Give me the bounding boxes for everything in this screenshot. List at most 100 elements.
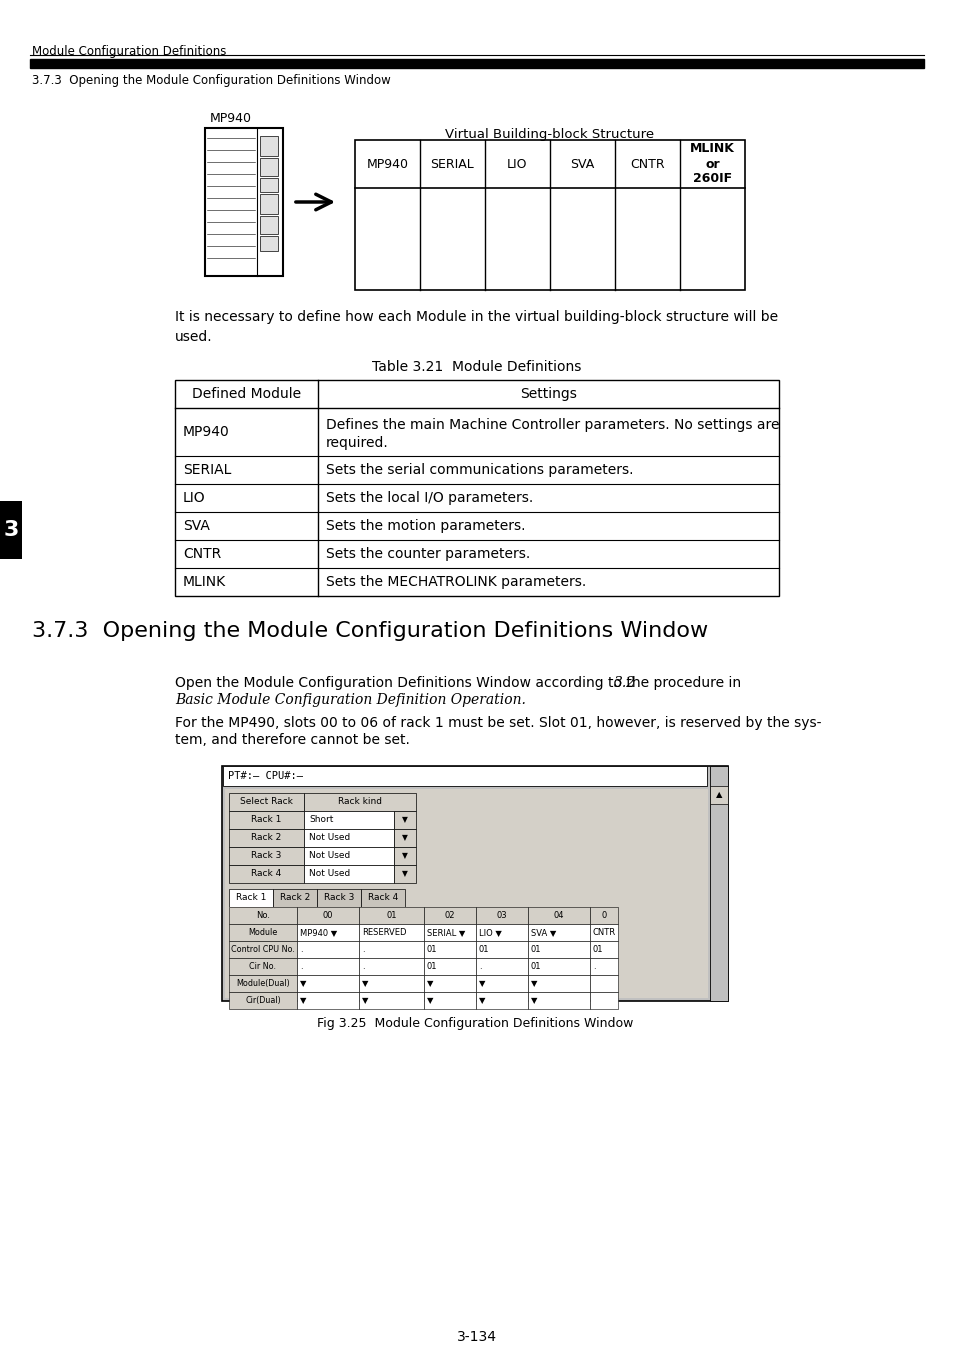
Text: Sets the MECHATROLINK parameters.: Sets the MECHATROLINK parameters.	[326, 576, 586, 589]
Bar	[527, 942, 589, 958]
Text: Table 3.21  Module Definitions: Table 3.21 Module Definitions	[372, 359, 581, 374]
Text: ▼: ▼	[401, 834, 408, 843]
Bar	[355, 141, 744, 290]
Bar	[229, 847, 304, 865]
Text: Rack 3: Rack 3	[251, 851, 281, 861]
Text: 01: 01	[531, 962, 541, 971]
Text: Cir No.: Cir No.	[250, 962, 276, 971]
Bar	[394, 811, 416, 830]
Bar	[304, 811, 394, 830]
Bar	[423, 992, 476, 1009]
Bar	[360, 889, 405, 907]
Text: Module Configuration Definitions: Module Configuration Definitions	[32, 45, 226, 58]
Text: MP940 ▼: MP940 ▼	[299, 928, 337, 938]
Bar	[222, 766, 727, 1001]
Text: CNTR: CNTR	[183, 547, 221, 561]
Text: Short: Short	[309, 816, 333, 824]
Text: Fig 3.25  Module Configuration Definitions Window: Fig 3.25 Module Configuration Definition…	[316, 1017, 633, 1029]
Text: 0: 0	[600, 911, 606, 920]
Text: Rack 1: Rack 1	[251, 816, 281, 824]
Text: 3-134: 3-134	[456, 1329, 497, 1344]
Text: Module: Module	[248, 928, 277, 938]
Text: 3.7.3  Opening the Module Configuration Definitions Window: 3.7.3 Opening the Module Configuration D…	[32, 74, 391, 86]
Text: SVA: SVA	[183, 519, 210, 534]
Text: 01: 01	[427, 944, 437, 954]
Bar	[709, 766, 727, 1001]
Text: Sets the serial communications parameters.: Sets the serial communications parameter…	[326, 463, 633, 477]
Bar	[260, 216, 277, 234]
Bar	[229, 924, 296, 942]
Bar	[229, 975, 296, 992]
Bar	[589, 992, 618, 1009]
Bar	[709, 786, 727, 804]
Bar	[358, 907, 423, 924]
Bar	[476, 924, 527, 942]
Bar	[476, 975, 527, 992]
Bar	[304, 847, 394, 865]
Bar	[304, 830, 394, 847]
Bar	[358, 958, 423, 975]
Bar	[304, 793, 416, 811]
Bar	[589, 907, 618, 924]
Text: SVA ▼: SVA ▼	[531, 928, 556, 938]
Text: SERIAL ▼: SERIAL ▼	[427, 928, 465, 938]
Bar	[589, 958, 618, 975]
Text: Control CPU No.: Control CPU No.	[231, 944, 294, 954]
Text: Rack kind: Rack kind	[337, 797, 381, 807]
Bar	[527, 907, 589, 924]
Bar	[476, 992, 527, 1009]
Bar	[527, 958, 589, 975]
Text: ▼: ▼	[401, 816, 408, 824]
Bar	[589, 924, 618, 942]
Bar	[260, 236, 277, 251]
Text: 01: 01	[427, 962, 437, 971]
Bar	[476, 958, 527, 975]
Text: 00: 00	[322, 911, 333, 920]
Text: RESERVED: RESERVED	[361, 928, 406, 938]
Bar	[394, 865, 416, 884]
Text: SERIAL: SERIAL	[430, 158, 474, 170]
Text: .: .	[478, 962, 481, 971]
Bar	[174, 380, 779, 596]
Text: ▼: ▼	[531, 996, 537, 1005]
Bar	[296, 975, 358, 992]
Text: ▼: ▼	[361, 996, 368, 1005]
Bar	[358, 975, 423, 992]
Bar	[296, 958, 358, 975]
Text: 3: 3	[3, 520, 19, 540]
Bar	[316, 889, 360, 907]
Bar	[229, 942, 296, 958]
Bar	[229, 889, 273, 907]
Bar	[229, 865, 304, 884]
Bar	[260, 136, 277, 155]
Bar	[358, 942, 423, 958]
Text: Defines the main Machine Controller parameters. No settings are: Defines the main Machine Controller para…	[326, 417, 779, 432]
Text: ▲: ▲	[715, 790, 721, 800]
Bar	[229, 907, 296, 924]
Text: used.: used.	[174, 330, 213, 345]
Bar	[260, 195, 277, 213]
Text: No.: No.	[255, 911, 270, 920]
Text: ▼: ▼	[478, 996, 485, 1005]
Bar	[296, 907, 358, 924]
Bar	[223, 766, 706, 786]
Bar	[589, 975, 618, 992]
Text: .: .	[299, 962, 302, 971]
Bar	[229, 907, 618, 924]
Text: Rack 2: Rack 2	[279, 893, 310, 902]
Text: MLINK: MLINK	[183, 576, 226, 589]
Text: ▼: ▼	[401, 851, 408, 861]
Text: Defined Module: Defined Module	[192, 386, 301, 401]
Bar	[304, 865, 394, 884]
Text: Rack 4: Rack 4	[368, 893, 397, 902]
Text: Select Rack: Select Rack	[240, 797, 293, 807]
Bar	[423, 907, 476, 924]
Bar	[476, 942, 527, 958]
Text: CNTR: CNTR	[630, 158, 664, 170]
Text: .: .	[593, 962, 595, 971]
Bar	[358, 924, 423, 942]
Text: ▼: ▼	[427, 979, 433, 988]
Bar	[225, 789, 707, 998]
Text: 01: 01	[593, 944, 603, 954]
Text: LIO: LIO	[183, 490, 206, 505]
